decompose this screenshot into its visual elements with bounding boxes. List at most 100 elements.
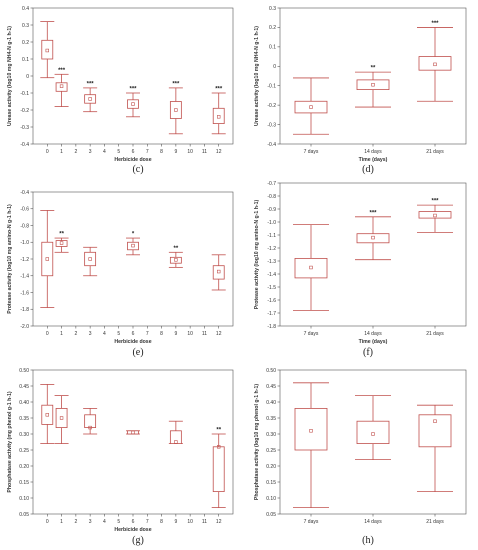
mean-marker [433, 213, 437, 218]
mean-marker [371, 83, 375, 87]
box-12: *** [211, 87, 226, 135]
x-tick-label: 0 [46, 519, 49, 525]
iqr-box [84, 94, 97, 104]
y-tick-label: -0.7 [267, 181, 276, 187]
y-tick-label: -1.6 [20, 290, 29, 296]
y-tick-label: -2.0 [20, 324, 29, 330]
y-tick-label: -0.1 [20, 91, 29, 97]
significance-label: * [132, 232, 135, 238]
y-tick-label: 0.30 [19, 432, 29, 438]
mean-marker [45, 48, 49, 53]
x-tick-label: 9 [174, 149, 177, 155]
y-tick-label: 0.35 [19, 416, 29, 422]
plot-frame [32, 191, 234, 327]
x-tick-label: 10 [187, 519, 193, 525]
box-1: ** [54, 232, 69, 253]
iqr-box [41, 241, 54, 277]
y-tick-label: -1.7 [267, 311, 276, 317]
panel-label: (h) [362, 535, 374, 546]
x-tick-label: 21 days [426, 519, 444, 525]
x-tick-label: 21 days [426, 149, 444, 155]
y-tick-label: -0.3 [267, 122, 276, 128]
y-tick-label: -1.6 [267, 298, 276, 304]
chart-panel-6: 0.05 0.10 0.15 0.20 0.25 0.30 0.35 0.40 0.45 0.50… [254, 368, 467, 546]
mean-marker [131, 243, 135, 248]
y-tick-label: -1.5 [267, 285, 276, 291]
box-9 [168, 420, 183, 445]
box-0 [293, 77, 329, 135]
iqr-box [212, 446, 225, 492]
x-tick-label: 14 days [364, 331, 382, 337]
significance-label: ** [216, 428, 221, 434]
x-tick-label: 10 [187, 331, 193, 337]
x-tick-label: 6 [132, 519, 135, 525]
y-tick-label: 0.20 [19, 464, 29, 470]
y-tick-label: -1.0 [20, 240, 29, 246]
x-tick-label: 3 [89, 331, 92, 337]
iqr-box [169, 430, 182, 444]
x-tick-label: 14 days [364, 149, 382, 155]
mean-marker [217, 445, 221, 449]
x-tick-label: 2 [74, 519, 77, 525]
y-tick-label: 0.25 [266, 448, 276, 454]
y-tick-label: 0 [273, 64, 276, 70]
y-tick-label: -1.2 [267, 246, 276, 252]
iqr-box [169, 256, 182, 264]
mean-marker [309, 105, 313, 109]
x-tick-label: 1 [60, 519, 63, 525]
x-tick-label: 10 [187, 149, 193, 155]
mean-marker [371, 235, 375, 240]
chart-panel-2: -0.4 -0.3 -0.2 -0.1 0 0.1 0.2 0.3 7 days 14 days 2… [254, 6, 467, 175]
box-6: * [126, 232, 140, 256]
y-tick-label: 0 [26, 74, 29, 80]
x-tick-label: 8 [160, 149, 163, 155]
iqr-box [55, 82, 68, 92]
y-tick-label: -0.4 [20, 190, 29, 196]
mean-marker [174, 440, 178, 444]
x-tick-label: 3 [89, 149, 92, 155]
box-9: *** [168, 81, 183, 135]
y-axis-label: Protease activity (log10 mg amino-N g-1 … [7, 204, 13, 314]
mean-marker [174, 258, 178, 262]
y-tick-label: 0.45 [266, 384, 276, 390]
box-0 [40, 210, 55, 308]
x-tick-label: 4 [103, 149, 106, 155]
x-tick-label: 7 days [304, 331, 319, 337]
x-axis-label: Time (days) [359, 157, 388, 163]
x-tick-label: 5 [117, 331, 120, 337]
y-tick-label: 0.40 [266, 400, 276, 406]
y-tick-label: -1.4 [267, 272, 276, 278]
y-tick-label: 0.25 [19, 448, 29, 454]
box-12 [211, 254, 226, 291]
box-12: ** [211, 428, 226, 509]
box-3: *** [83, 81, 98, 113]
box-3 [83, 407, 98, 435]
mean-marker [174, 108, 178, 112]
y-tick-label: -0.1 [267, 84, 276, 90]
box-0 [40, 21, 55, 79]
x-tick-label: 5 [117, 149, 120, 155]
plot-frame [32, 369, 234, 515]
x-tick-label: 8 [160, 331, 163, 337]
mean-marker [433, 419, 437, 423]
mean-marker [88, 425, 92, 430]
y-tick-label: 0.3 [22, 23, 29, 29]
y-tick-label: 0.15 [19, 480, 29, 486]
y-tick-label: -1.4 [20, 274, 29, 280]
box-1 [355, 395, 391, 461]
x-tick-label: 5 [117, 519, 120, 525]
y-tick-label: 0.05 [19, 512, 29, 518]
y-tick-label: -1.8 [20, 307, 29, 313]
panel-label: (g) [132, 535, 144, 546]
significance-label: *** [58, 68, 66, 74]
mean-marker [59, 241, 64, 245]
significance-label: ** [174, 246, 179, 252]
iqr-box [41, 39, 54, 60]
box-1: *** [54, 68, 69, 107]
iqr-box [294, 100, 328, 114]
y-tick-label: -0.6 [20, 207, 29, 213]
x-tick-label: 3 [89, 519, 92, 525]
chart-panel-1: -0.4-0.3-0.2-0.100.10.20.30.40 1 2 3 4 5 6 7 8 9 1… [7, 6, 234, 175]
y-tick-label: 0.50 [266, 368, 276, 374]
